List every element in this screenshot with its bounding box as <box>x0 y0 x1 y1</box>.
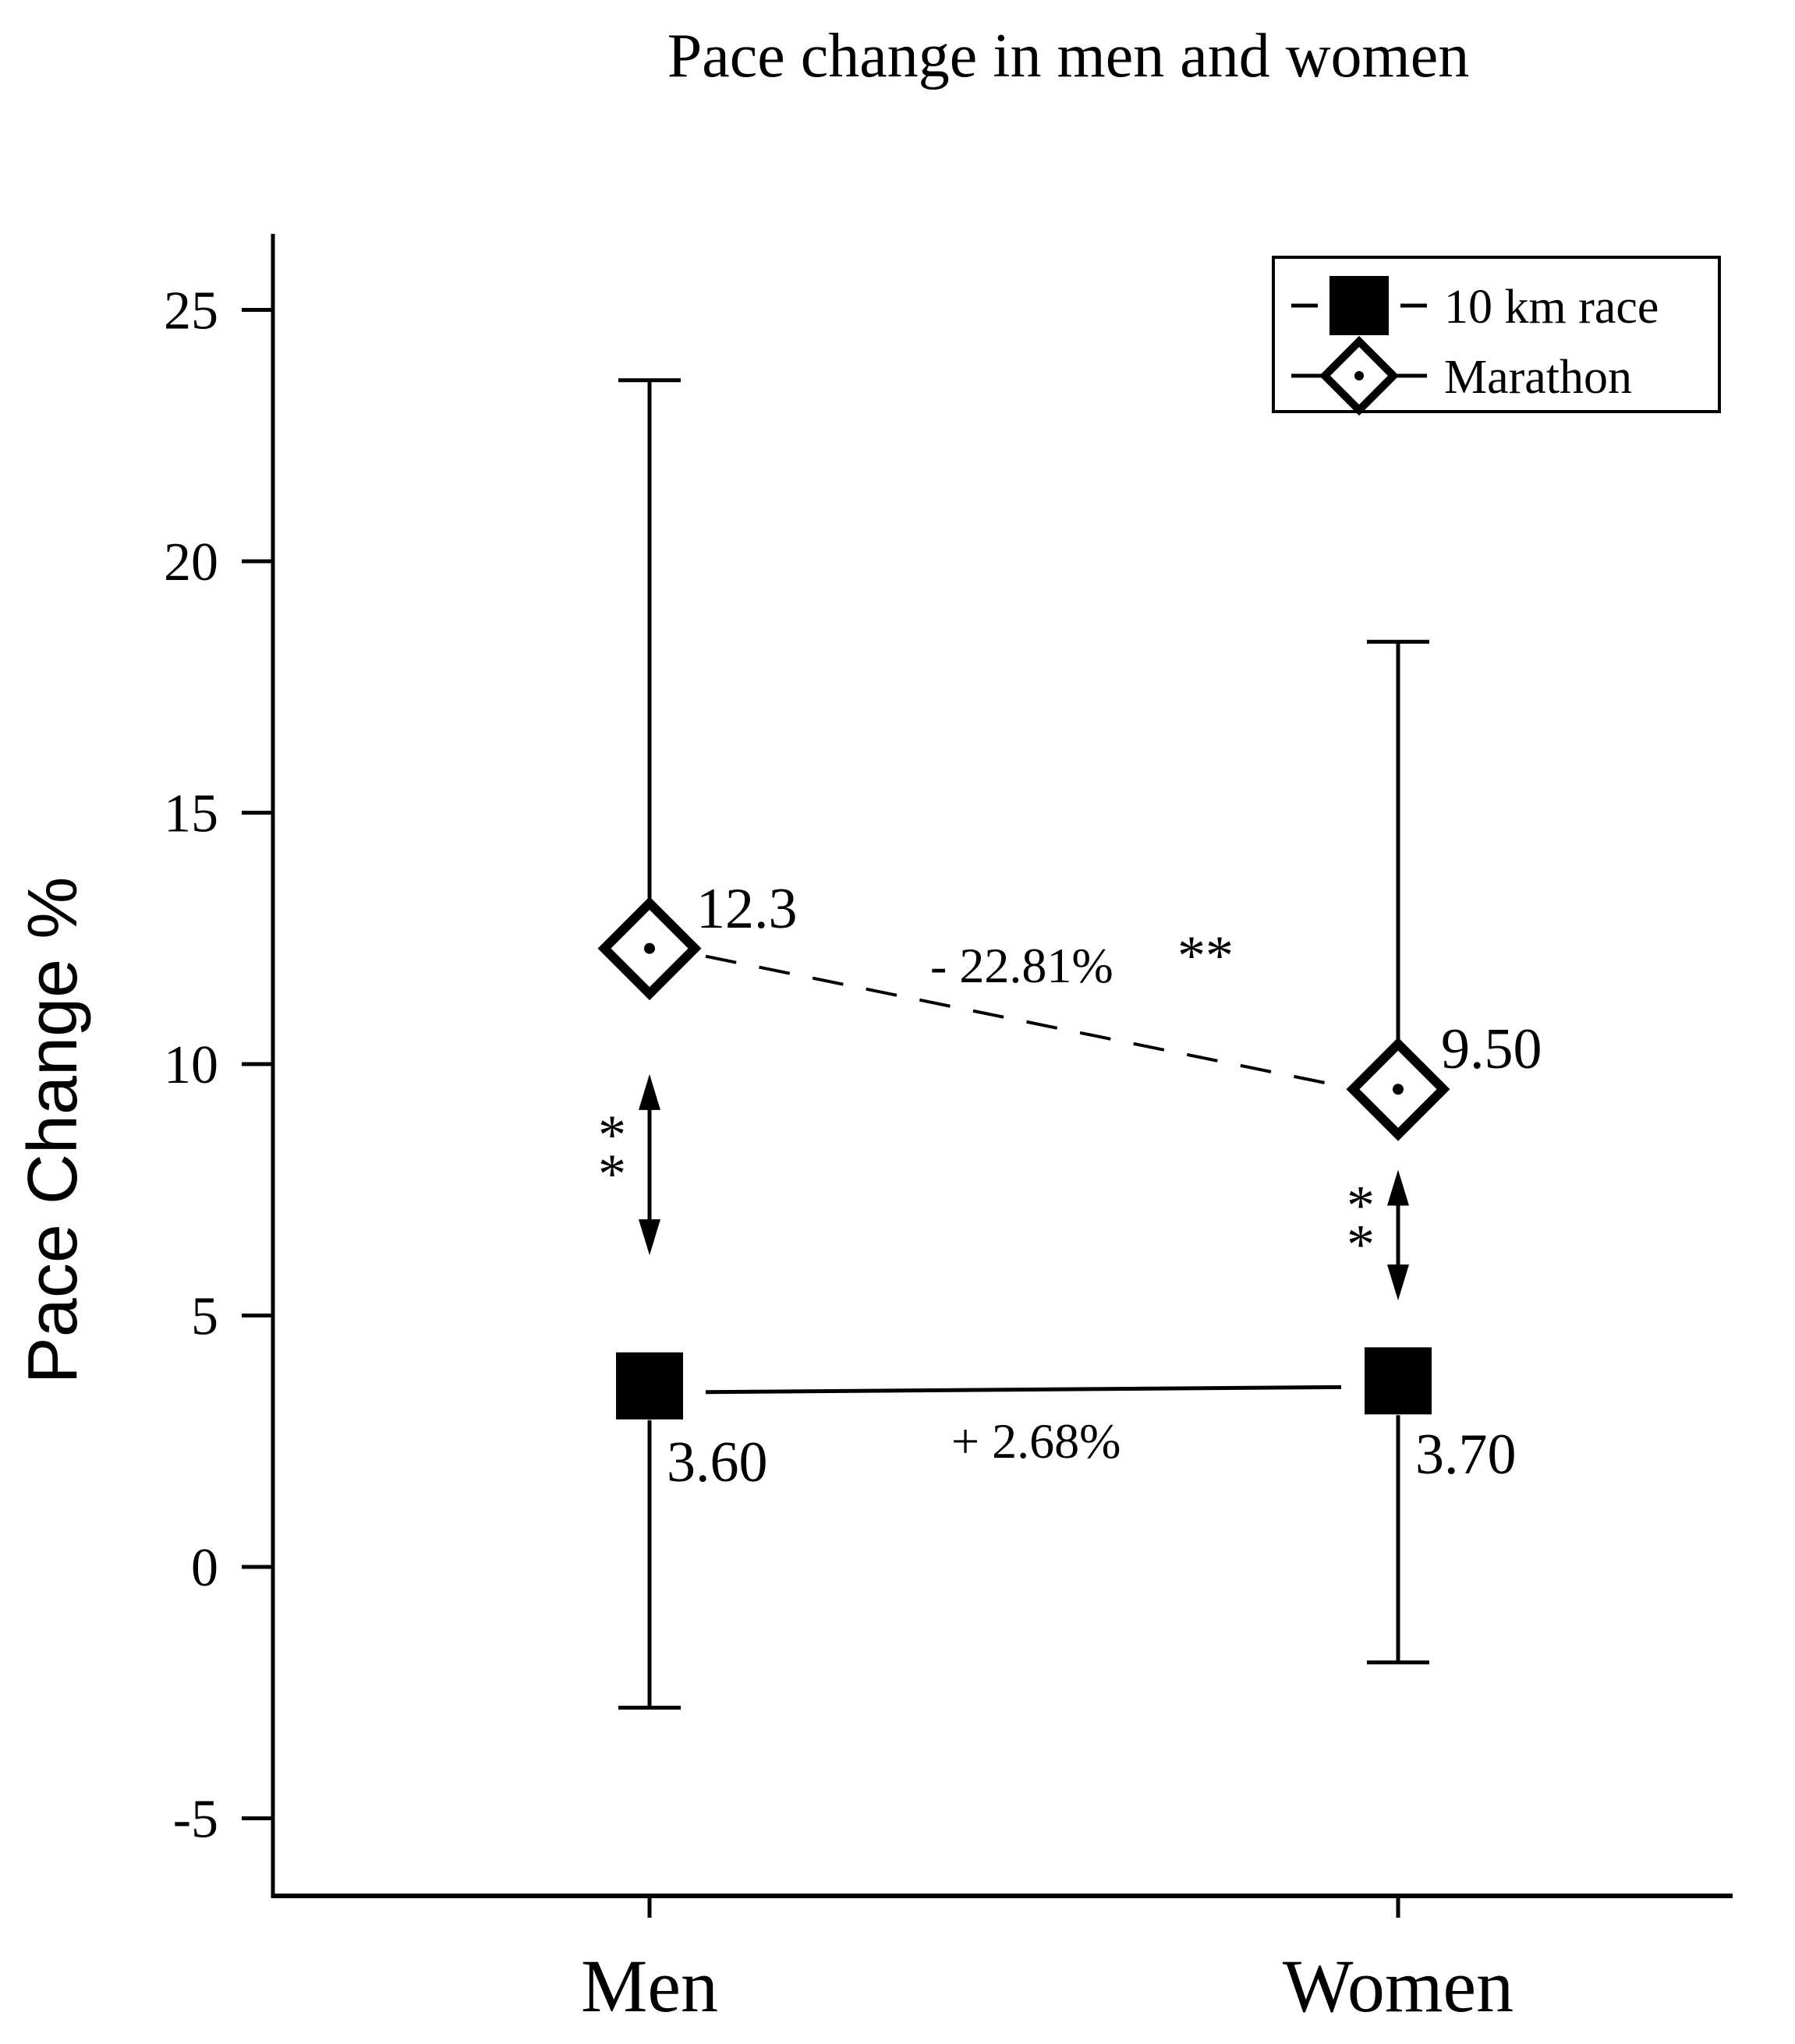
data-label-marathon-men: 12.3 <box>696 877 798 941</box>
marker-10km <box>616 1352 683 1420</box>
significance-arrowhead-up <box>639 1073 660 1110</box>
legend-label-marathon: Marathon <box>1444 351 1632 404</box>
x-category-label: Men <box>581 1944 718 2028</box>
significance-arrowhead-up <box>1387 1169 1409 1206</box>
chart-title: Pace change in men and women <box>667 22 1470 90</box>
marker-marathon-dot <box>644 942 655 954</box>
series-line-10km <box>705 1384 1342 1395</box>
series-lines <box>705 954 1342 1395</box>
significance-star: * <box>598 1143 626 1205</box>
x-category-label: Women <box>1283 1944 1514 2028</box>
marker-10km <box>1365 1347 1432 1415</box>
y-tick-label: 20 <box>164 532 218 592</box>
data-label-10km-women: 3.70 <box>1415 1423 1517 1487</box>
y-axis-label: Pace Change % <box>14 877 92 1384</box>
marker-marathon-dot <box>1393 1084 1404 1095</box>
significance-arrowhead-down <box>639 1219 660 1256</box>
legend: 10 km race Marathon <box>1272 256 1721 416</box>
y-tick-label: 10 <box>164 1035 218 1095</box>
data-label-10km-men: 3.60 <box>667 1430 768 1494</box>
marathon-change-significance: ** <box>1177 925 1234 987</box>
legend-marker-marathon-dot <box>1354 371 1364 380</box>
series-markers <box>597 896 1450 1420</box>
km-change-label: + 2.68% <box>951 1413 1121 1469</box>
significance-star: * <box>598 1104 626 1166</box>
y-tick-label: 25 <box>164 281 218 341</box>
y-tick-label: 5 <box>191 1287 218 1347</box>
marathon-change-label: - 22.81% <box>930 938 1113 993</box>
legend-marker-10km <box>1329 276 1389 335</box>
y-tick-label: -5 <box>173 1790 218 1850</box>
y-axis-ticks: -5 0 5 10 15 20 25 <box>164 281 273 1850</box>
significance-arrows: **** <box>598 1073 1409 1301</box>
data-labels: 12.3 9.50 3.60 3.70 - 22.81% ** + 2.68% <box>667 877 1542 1494</box>
significance-star: * <box>1347 1213 1375 1275</box>
legend-label-10km: 10 km race <box>1444 281 1659 334</box>
error-bars <box>618 378 1429 1710</box>
data-label-marathon-women: 9.50 <box>1441 1017 1542 1081</box>
y-tick-label: 15 <box>164 784 218 844</box>
significance-star: * <box>1347 1174 1375 1236</box>
significance-arrowhead-down <box>1387 1264 1409 1301</box>
y-tick-label: 0 <box>191 1538 218 1598</box>
x-axis-ticks: Men Women <box>581 1896 1514 2028</box>
